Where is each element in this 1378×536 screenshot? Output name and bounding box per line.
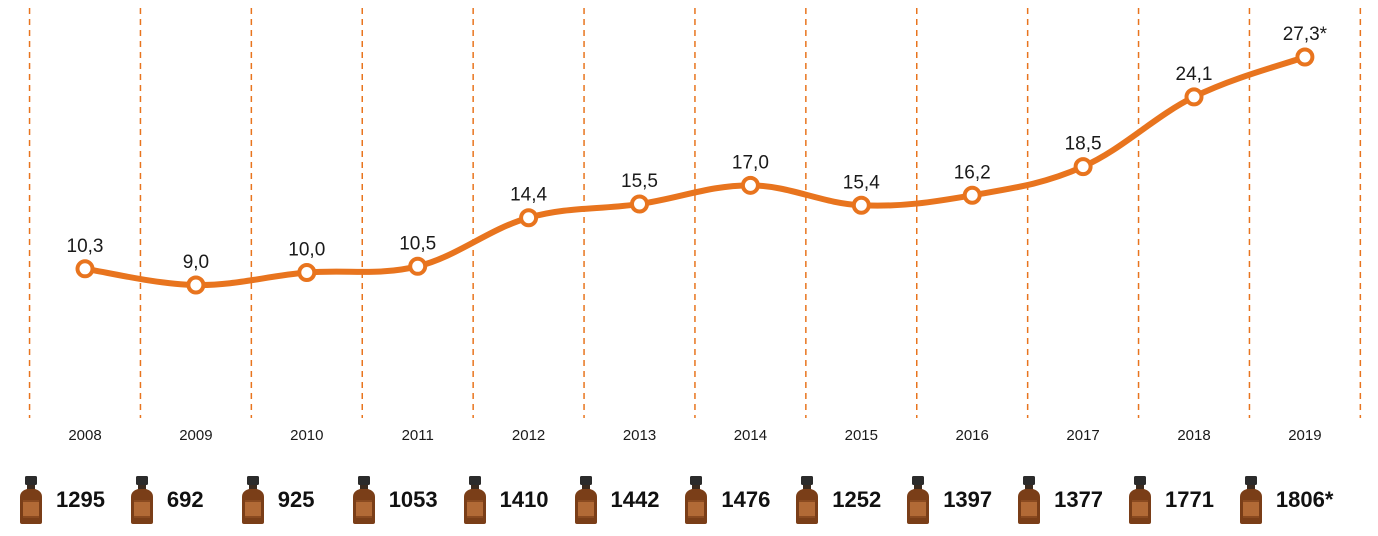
bottle-icon — [685, 476, 708, 524]
bottle-icon — [241, 476, 264, 524]
data-point — [75, 259, 95, 279]
data-label: 27,3* — [1283, 24, 1328, 45]
grid-lines — [28, 8, 1362, 418]
x-tick-label: 2009 — [179, 427, 212, 444]
data-point — [851, 195, 871, 215]
bottle-count: 1442 — [610, 487, 660, 512]
bottle-icon — [130, 476, 153, 524]
bottle-icon — [796, 476, 819, 524]
x-tick-label: 2012 — [512, 427, 545, 444]
bottle-count: 692 — [166, 487, 204, 512]
bottle-count-item: 1410 — [462, 472, 549, 528]
data-point — [630, 194, 649, 214]
data-point — [297, 263, 317, 283]
bottle-count-item: 925 — [240, 472, 315, 528]
data-points — [75, 47, 1315, 295]
data-label: 15,4 — [843, 172, 880, 193]
bottle-count-item: 1377 — [1016, 472, 1103, 528]
data-point — [1184, 87, 1204, 107]
bottle-count: 925 — [277, 487, 315, 512]
data-label: 10,0 — [288, 240, 325, 261]
x-tick-label: 2019 — [1288, 427, 1321, 444]
data-label: 9,0 — [183, 252, 209, 273]
bottle-count: 1377 — [1054, 487, 1104, 512]
bottle-icon — [352, 476, 375, 524]
x-tick-label: 2011 — [402, 427, 434, 444]
bottle-icon — [1018, 476, 1041, 524]
bottle-icon — [463, 476, 486, 524]
data-label: 10,3 — [67, 236, 104, 257]
data-point — [1295, 47, 1315, 67]
bottle-count-item: 692 — [129, 472, 204, 528]
bottle-icon — [1239, 476, 1262, 524]
bottle-count-item: 1476 — [683, 472, 770, 528]
bottle-count-item: 1252 — [794, 472, 881, 528]
bottle-count: 1806* — [1275, 487, 1334, 512]
data-point — [186, 275, 206, 295]
bottle-count: 1053 — [388, 487, 438, 512]
bottle-count-row: 1295 692 925 1053 1410 1442 1476 1252 1397 1377 17… — [0, 472, 1378, 528]
x-tick-label: 2015 — [845, 427, 878, 444]
data-label: 16,2 — [954, 162, 991, 183]
bottle-count: 1295 — [56, 487, 105, 512]
bottle-count-item: 1771 — [1127, 472, 1214, 528]
bottle-count-item: 1397 — [905, 472, 992, 528]
bottle-count: 1476 — [721, 487, 771, 512]
bottle-count: 1771 — [1165, 487, 1214, 512]
x-tick-label: 2016 — [956, 427, 989, 444]
x-tick-label: 2017 — [1066, 427, 1099, 444]
bottle-count-item: 1442 — [573, 472, 660, 528]
bottle-icon — [20, 476, 42, 524]
data-point — [519, 208, 539, 228]
data-label: 14,4 — [510, 185, 547, 206]
x-tick-label: 2014 — [734, 427, 767, 444]
data-label: 17,0 — [732, 152, 769, 173]
bottle-icon — [1129, 476, 1151, 524]
bottle-count-item: 1295 — [18, 472, 105, 528]
x-tick-label: 2008 — [68, 427, 101, 444]
bottle-count: 1252 — [832, 487, 882, 512]
data-point — [408, 256, 428, 276]
data-label: 15,5 — [621, 171, 658, 192]
data-label: 24,1 — [1176, 64, 1213, 85]
x-tick-label: 2013 — [623, 427, 656, 444]
bottle-icon — [574, 476, 597, 524]
bottle-count: 1410 — [499, 487, 549, 512]
x-tick-label: 2010 — [290, 427, 323, 444]
bottle-count-item: 1806* — [1238, 472, 1334, 528]
bottle-count: 1397 — [943, 487, 993, 512]
x-tick-label: 2018 — [1177, 427, 1210, 444]
data-label: 18,5 — [1065, 134, 1102, 155]
bottle-icon — [907, 476, 930, 524]
data-labels: 10,3 9,0 10,0 10,5 14,4 15,5 17,0 15,4 16,2 18,5 2… — [67, 24, 1328, 273]
x-axis-labels: 2008 2009 2010 2011 2012 2013 2014 2015 2016 2017… — [68, 427, 1321, 444]
data-label: 10,5 — [399, 233, 436, 254]
data-point — [740, 175, 760, 195]
data-point — [1073, 157, 1093, 177]
bottle-count-item: 1053 — [351, 472, 438, 528]
line-chart: 10,3 9,0 10,0 10,5 14,4 15,5 17,0 15,4 16,2 18,5 2… — [28, 8, 1362, 444]
data-point — [962, 185, 982, 205]
